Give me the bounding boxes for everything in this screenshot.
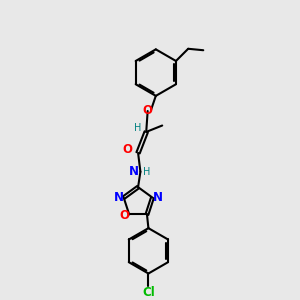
Text: N: N [129,165,139,178]
Text: O: O [119,208,129,222]
Text: N: N [153,190,163,203]
Text: Cl: Cl [142,286,155,298]
Text: H: H [134,123,141,133]
Text: O: O [122,143,132,156]
Text: N: N [113,190,124,203]
Text: H: H [143,167,151,177]
Text: O: O [143,104,153,118]
